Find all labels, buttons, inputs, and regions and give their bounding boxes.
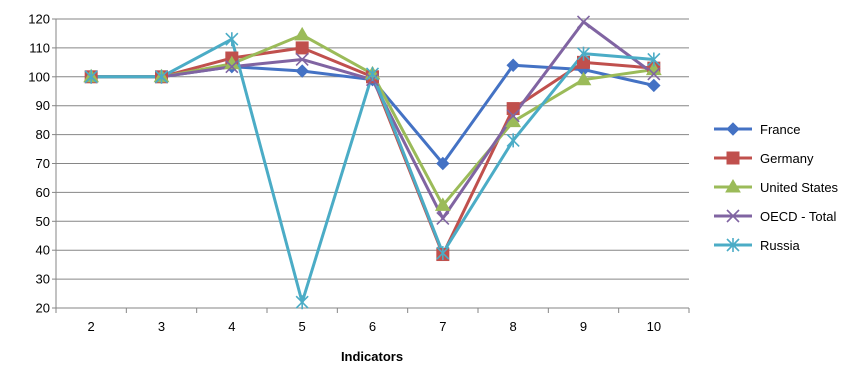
x-tick-label: 6 (369, 319, 376, 334)
data-point-russia (154, 69, 169, 84)
tick-labels: 20 30 40 50 60 70 80 90 100 110 120 2 3 4 5 6 7 8 9 10 (28, 12, 661, 335)
y-tick-label: 20 (36, 301, 50, 316)
data-point-oecd-total (295, 52, 309, 67)
legend-item-france: France (714, 122, 800, 137)
data-point-russia (84, 69, 98, 84)
data-point-united-states (434, 197, 451, 211)
x-axis-title: Indicators (341, 349, 403, 364)
legend-label: France (760, 122, 800, 137)
x-tick-label: 7 (439, 319, 446, 334)
x-tick-label: 3 (158, 319, 165, 334)
y-tick-label: 80 (36, 127, 50, 142)
data-point-oecd-total (647, 67, 661, 81)
legend-item-oecd-total: OECD - Total (714, 209, 836, 224)
y-tick-label: 70 (36, 156, 50, 171)
x-tick-label: 10 (647, 319, 661, 334)
data-point-russia (225, 32, 239, 47)
legend-marker (725, 179, 741, 193)
data-point-russia (436, 246, 450, 261)
data-point-russia (576, 46, 591, 61)
series-line-united-states (91, 33, 655, 207)
series-lines (91, 20, 655, 304)
y-tick-label: 50 (36, 214, 50, 229)
data-point-oecd-total (506, 109, 520, 123)
legend-label: OECD - Total (760, 209, 836, 224)
series-line-oecd-total (91, 20, 655, 220)
legend-marker (726, 209, 740, 223)
grid-lines (56, 18, 689, 280)
data-point-germany (506, 102, 520, 116)
axes (52, 18, 690, 313)
legend: France Germany United States OECD - Total Ru… (714, 122, 839, 253)
y-tick-label: 60 (36, 185, 50, 200)
y-tick-label: 30 (36, 272, 50, 287)
legend-label: Germany (760, 151, 814, 166)
data-point-oecd-total (225, 60, 239, 74)
x-tick-label: 5 (299, 319, 306, 334)
legend-marker (726, 122, 740, 136)
legend-item-united-states: United States (714, 179, 839, 195)
data-point-united-states (294, 26, 311, 41)
data-point-france (647, 78, 661, 93)
data-point-russia (506, 133, 520, 148)
data-point-russia (365, 66, 380, 81)
legend-label: United States (760, 180, 839, 195)
data-point-oecd-total (576, 15, 591, 29)
legend-item-russia: Russia (714, 238, 801, 253)
y-tick-label: 110 (29, 40, 50, 55)
x-tick-label: 2 (88, 319, 95, 334)
data-point-united-states (575, 71, 592, 86)
data-point-germany (295, 41, 309, 55)
x-tick-label: 8 (510, 319, 517, 334)
data-point-france (506, 58, 520, 72)
data-point-russia (647, 52, 661, 67)
legend-marker (726, 238, 740, 252)
data-point-france (436, 156, 450, 171)
data-point-united-states (505, 113, 522, 128)
y-tick-label: 120 (28, 12, 50, 27)
legend-label: Russia (760, 238, 801, 253)
x-tick-label: 9 (580, 319, 587, 334)
y-tick-label: 40 (36, 243, 50, 258)
y-tick-label: 100 (28, 69, 50, 84)
legend-item-germany: Germany (714, 151, 814, 166)
data-point-france (295, 64, 309, 78)
data-points (83, 15, 662, 310)
data-point-russia (295, 295, 309, 310)
x-tick-label: 4 (228, 319, 235, 334)
legend-marker (726, 151, 740, 165)
data-point-oecd-total (436, 211, 450, 225)
y-tick-label: 90 (36, 98, 50, 113)
